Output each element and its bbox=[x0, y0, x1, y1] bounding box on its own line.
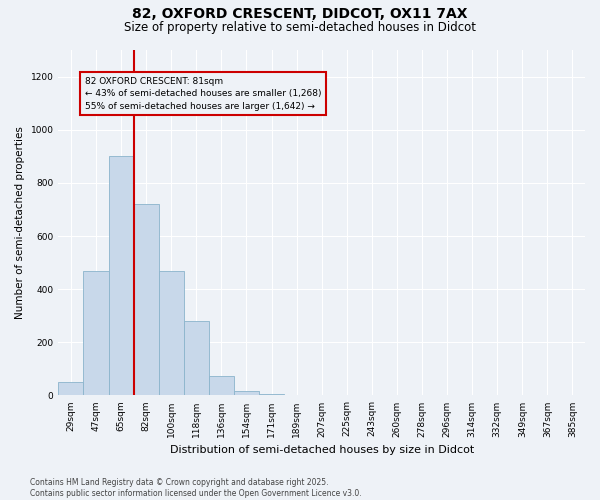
Bar bbox=[234, 392, 259, 396]
X-axis label: Distribution of semi-detached houses by size in Didcot: Distribution of semi-detached houses by … bbox=[170, 445, 474, 455]
Bar bbox=[259, 394, 284, 396]
Bar bbox=[109, 156, 134, 396]
Bar bbox=[134, 204, 159, 396]
Bar bbox=[58, 382, 83, 396]
Text: Contains HM Land Registry data © Crown copyright and database right 2025.
Contai: Contains HM Land Registry data © Crown c… bbox=[30, 478, 362, 498]
Bar bbox=[83, 270, 109, 396]
Text: Size of property relative to semi-detached houses in Didcot: Size of property relative to semi-detach… bbox=[124, 21, 476, 34]
Y-axis label: Number of semi-detached properties: Number of semi-detached properties bbox=[15, 126, 25, 319]
Bar bbox=[159, 270, 184, 396]
Text: 82 OXFORD CRESCENT: 81sqm
← 43% of semi-detached houses are smaller (1,268)
55% : 82 OXFORD CRESCENT: 81sqm ← 43% of semi-… bbox=[85, 76, 321, 110]
Bar bbox=[184, 321, 209, 396]
Text: 82, OXFORD CRESCENT, DIDCOT, OX11 7AX: 82, OXFORD CRESCENT, DIDCOT, OX11 7AX bbox=[132, 8, 468, 22]
Bar bbox=[209, 376, 234, 396]
